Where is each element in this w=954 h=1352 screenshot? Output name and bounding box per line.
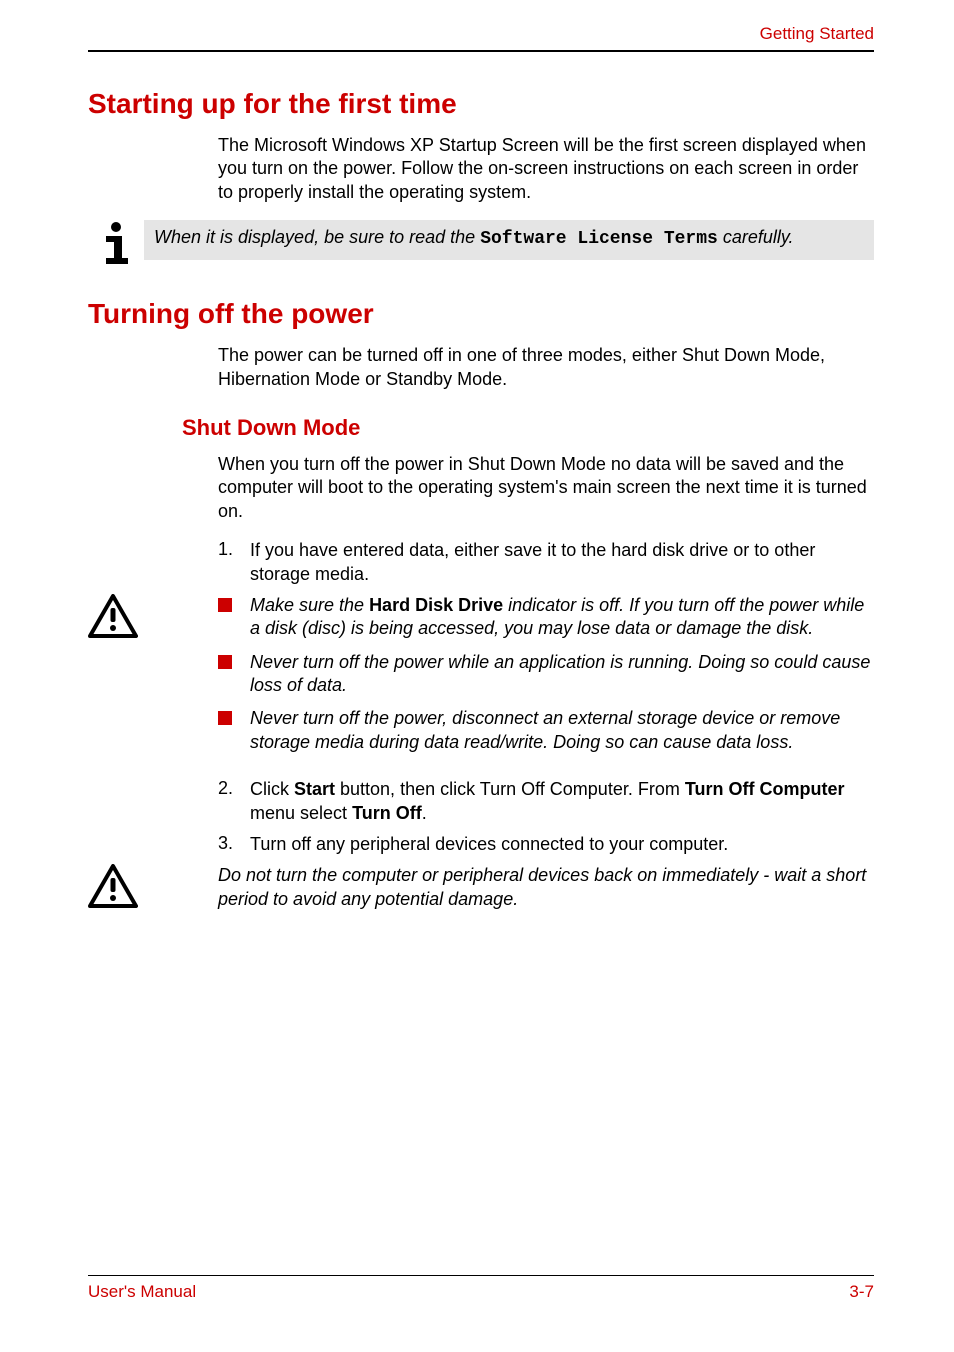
page: Getting Started Starting up for the firs…: [0, 0, 954, 1352]
step2-mid1: button, then click Turn Off Computer. Fr…: [335, 779, 685, 799]
step2-b1: Start: [294, 779, 335, 799]
header-breadcrumb: Getting Started: [88, 24, 874, 44]
warn-bullet-1: Make sure the Hard Disk Drive indicator …: [218, 594, 874, 641]
bullet-icon: [218, 711, 232, 725]
footer-right: 3-7: [849, 1282, 874, 1302]
bullet-icon: [218, 655, 232, 669]
warn-bullet-3: Never turn off the power, disconnect an …: [218, 707, 874, 754]
step2-b2: Turn Off Computer: [685, 779, 845, 799]
info-note-mono: Software License Terms: [480, 229, 718, 249]
step2-b3: Turn Off: [352, 803, 422, 823]
info-note: When it is displayed, be sure to read th…: [144, 220, 874, 259]
info-icon: [88, 220, 144, 266]
step2-mid2: menu select: [250, 803, 352, 823]
step1-num: 1.: [218, 539, 250, 586]
step-2: 2. Click Start button, then click Turn O…: [218, 778, 874, 825]
step-3: 3. Turn off any peripheral devices conne…: [218, 833, 874, 856]
step2-pre: Click: [250, 779, 294, 799]
warning-icon: [88, 864, 138, 913]
header-rule: [88, 50, 874, 52]
footer-rule: [88, 1275, 874, 1276]
section1-title: Starting up for the first time: [88, 88, 874, 120]
step3-num: 3.: [218, 833, 250, 856]
wb3-txt: Never turn off the power, disconnect an …: [250, 707, 874, 754]
sub1-paragraph: When you turn off the power in Shut Down…: [218, 453, 874, 523]
info-note-post: carefully.: [718, 227, 794, 247]
section1-paragraph: The Microsoft Windows XP Startup Screen …: [218, 134, 874, 204]
wb1-pre: Make sure the: [250, 595, 369, 615]
warning-block-1: Make sure the Hard Disk Drive indicator …: [88, 594, 874, 764]
info-box: When it is displayed, be sure to read th…: [88, 220, 874, 266]
info-note-pre: When it is displayed, be sure to read th…: [154, 227, 480, 247]
wb2-txt: Never turn off the power while an applic…: [250, 651, 874, 698]
step2-post: .: [422, 803, 427, 823]
wb1-bold: Hard Disk Drive: [369, 595, 503, 615]
footer: User's Manual 3-7: [88, 1275, 874, 1302]
warning-block-2: Do not turn the computer or peripheral d…: [88, 864, 874, 913]
warn-bullet-2: Never turn off the power while an applic…: [218, 651, 874, 698]
sub1-title: Shut Down Mode: [182, 415, 874, 441]
step2-num: 2.: [218, 778, 250, 825]
bullet-icon: [218, 598, 232, 612]
step1-txt: If you have entered data, either save it…: [250, 539, 874, 586]
footer-left: User's Manual: [88, 1282, 196, 1302]
step-1: 1. If you have entered data, either save…: [218, 539, 874, 586]
step3-txt: Turn off any peripheral devices connecte…: [250, 833, 874, 856]
section2-title: Turning off the power: [88, 298, 874, 330]
warning-icon: [88, 594, 138, 643]
section2-paragraph: The power can be turned off in one of th…: [218, 344, 874, 391]
warn2-text: Do not turn the computer or peripheral d…: [218, 864, 874, 911]
